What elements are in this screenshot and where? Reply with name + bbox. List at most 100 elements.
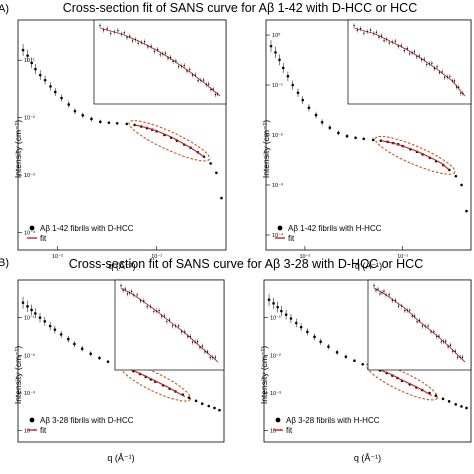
data-point [278,58,281,62]
inset-data-point [214,356,217,359]
inset-data-point [449,344,452,346]
data-point [328,126,332,129]
inset-data-point [446,76,448,78]
data-point [213,406,216,410]
data-point [187,396,191,400]
data-point [43,320,47,323]
data-point [73,342,76,346]
data-point [49,85,52,88]
data-point [362,137,366,141]
inset-data-point [436,335,438,338]
y-tick-label: 10⁻³ [24,391,35,397]
chart-A2: 10⁻⁴ 10⁻³ 10⁻² 10⁻¹ 10⁰ 10⁻² 10⁻¹ q (Å⁻¹) Intens… [261,19,472,271]
inset-data-point [143,300,145,302]
inset-frame [367,279,472,371]
inset-data-point [438,71,441,74]
inset-data-point [123,32,125,34]
inset-data-point [375,289,377,292]
inset-data-point [167,57,169,59]
inset-data-point [197,79,199,82]
inset-data-point [126,36,128,39]
data-point [337,131,340,135]
data-point [200,402,204,405]
inset-data-point [146,306,148,308]
inset-data-point [363,32,365,34]
title-top: Cross-section fit of SANS curve for Aβ 1… [63,1,418,15]
data-point [26,54,29,57]
data-point [269,44,273,48]
inset-data-point [421,325,424,327]
y-axis-label: Intensity (cm⁻¹) [13,120,23,178]
inset-data-point [163,315,165,317]
inset-data-point [158,309,160,312]
inset-data-point [460,92,462,95]
inset-data-point [189,335,191,338]
inset-data-point [433,331,435,333]
data-point [345,134,349,138]
inset-data-point [436,66,438,68]
inset-data-point [373,284,375,287]
legend-marker [277,225,283,231]
data-point [320,120,324,124]
inset-data-point [375,31,378,34]
inset-data-point [200,79,202,82]
inset-data-point [155,310,158,312]
legend-marker [29,225,35,231]
data-point [465,406,468,410]
inset-data-point [397,305,400,307]
inset-data-point [196,341,199,343]
data-point [354,136,357,140]
y-axis-label: Intensity (cm⁻¹) [259,346,269,404]
x-tick-label: 10⁻² [52,254,63,260]
inset-data-point [149,305,152,308]
data-point [53,90,57,94]
data-point [289,317,293,320]
x-tick-label: 10⁻² [299,254,310,260]
inset-data-point [369,29,372,31]
inset-data-point [394,299,397,302]
inset-data-point [209,356,211,359]
inset-data-point [160,315,163,317]
data-point [299,325,303,329]
inset-data-point [128,291,131,294]
inset-data-point [131,40,134,42]
inset-data-point [206,351,209,353]
legend-label: Aβ 3-28 fibrils with H-HCC [286,416,380,425]
data-point [313,335,316,339]
inset-data-point [120,284,122,287]
y-tick-label: 10⁻⁴ [24,230,36,237]
legend-marker [29,417,35,423]
data-point [306,330,309,334]
inset-data-point [172,60,174,63]
inset-data-point [381,291,383,294]
data-point [59,333,63,336]
inset-data-point [102,29,105,31]
panel-a-label: A) [0,3,9,15]
inset-data-point [194,341,196,343]
data-point [21,48,25,52]
inset-data-point [133,294,135,296]
inset-data-point [177,65,180,68]
data-point [38,73,42,77]
legend-label: fit [40,426,47,435]
legend-label: Aβ 1-42 fibrils with H-HCC [288,224,382,233]
data-point [276,305,279,309]
fit-line [380,140,450,171]
x-axis-label: q (Å⁻¹) [107,453,134,463]
y-axis-label: Intensity (cm⁻¹) [13,346,23,404]
inset-data-point [416,56,418,58]
inset-data-point [458,86,460,88]
inset-data-point [461,356,464,358]
inset-data-point [153,50,156,53]
fit-region-ellipse [128,120,211,162]
panel-b-label: B) [0,257,9,269]
inset-data-point [134,38,137,41]
x-axis-label: q (Å⁻¹) [108,261,135,271]
inset-data-point [210,88,212,91]
inset-data-point [136,294,138,296]
inset-data-point [150,45,152,47]
inset-data-point [411,52,413,54]
inset-data-point [401,305,403,307]
y-axis-label: Intensity (cm⁻¹) [261,120,271,178]
inset-data-point [423,58,425,60]
